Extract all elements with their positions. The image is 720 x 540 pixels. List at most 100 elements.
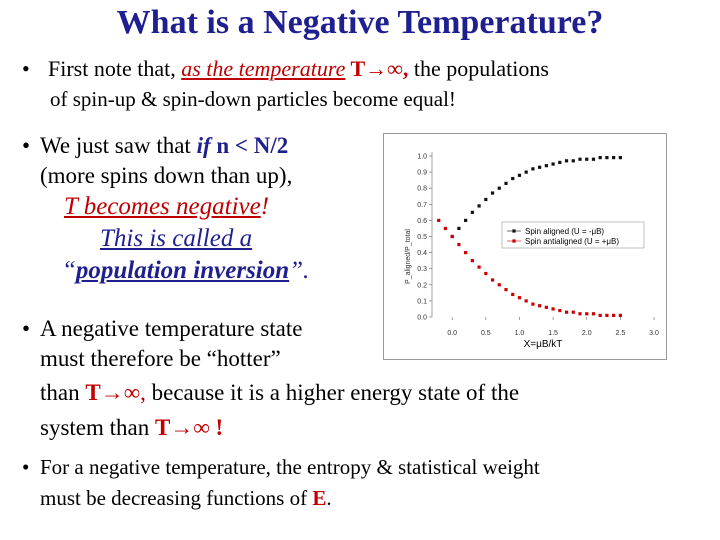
y-tick-label: 0.9 <box>417 170 427 177</box>
legend-entry: Spin aligned (U = -μB) <box>525 227 604 236</box>
y-tick-label: 0.4 <box>417 250 427 257</box>
antialigned-point <box>605 313 609 317</box>
antialigned-point <box>531 302 535 306</box>
aligned-point <box>511 176 515 181</box>
bullet-1: • First note that, as the temperature T→… <box>22 54 712 114</box>
antialigned-point <box>504 288 508 292</box>
infinity-symbol: ∞, <box>123 380 146 405</box>
bullet-dot: • <box>22 455 30 479</box>
bullet-2-called: This is called a <box>100 225 253 252</box>
x-tick-label: 1.0 <box>515 330 525 337</box>
aligned-point <box>618 156 622 160</box>
x-tick-label: 2.0 <box>582 330 592 337</box>
population-chart: 0.0 0.1 0.2 0.3 0.4 0.5 0.6 0.7 0.8 0.9 1.0 0.0 0.5 1… <box>383 133 667 360</box>
bullet-3-line-1: A negative temperature state <box>40 316 303 341</box>
arrow-symbol: → <box>170 415 194 440</box>
slide-title: What is a Negative Temperature? <box>116 4 604 41</box>
aligned-point <box>612 156 616 160</box>
y-tick-label: 0.6 <box>417 218 427 225</box>
x-tick-label: 0.5 <box>481 330 491 337</box>
bullet-dot: • <box>22 56 30 81</box>
antialigned-point <box>517 296 522 300</box>
antialigned-point <box>511 292 515 297</box>
aligned-point <box>544 164 548 168</box>
bullet-2-lead: We just saw that <box>40 133 197 158</box>
antialigned-point <box>443 226 448 231</box>
bullet-1-rest: the populations <box>408 56 549 81</box>
aligned-point <box>490 191 495 195</box>
aligned-point <box>578 157 582 161</box>
antialigned-point <box>564 310 569 314</box>
antialigned-point <box>618 313 622 317</box>
legend-entry: Spin antialigned (U = +μB) <box>525 237 619 246</box>
antialigned-point <box>571 310 575 314</box>
y-axis-label: P_aligned/P_total <box>405 229 412 284</box>
bullet-2-if: if <box>196 133 211 158</box>
bullet-1-prefix: First note that, <box>48 56 182 81</box>
bullet-2: • We just saw that if n < N/2 (more spin… <box>22 131 382 287</box>
aligned-point <box>504 181 508 185</box>
y-tick-label: 0.7 <box>417 202 427 209</box>
bullet-4-E: E <box>312 486 327 510</box>
chart-svg: 0.0 0.1 0.2 0.3 0.4 0.5 0.6 0.7 0.8 0.9 1.0 0.0 0.5 1… <box>405 152 659 350</box>
antialigned-point <box>477 265 481 269</box>
bullet-1-emphasis: as the temperature <box>181 56 346 81</box>
bullet-3-T: T <box>85 380 101 405</box>
bullet-2-quote-open: “ <box>62 257 76 284</box>
bullet-3-than: than <box>40 380 86 405</box>
bullet-3-line-2: must therefore be “hotter” <box>40 346 281 371</box>
aligned-point <box>551 162 555 166</box>
x-axis-label: X=μB/kT <box>524 339 563 350</box>
bullet-4: • For a negative temperature, the entrop… <box>22 452 712 514</box>
antialigned-point <box>464 251 468 255</box>
y-tick-label: 0.5 <box>417 234 427 241</box>
legend-box <box>501 221 645 249</box>
aligned-point <box>470 210 474 214</box>
aligned-point <box>605 156 609 160</box>
bullet-2-condition: n < N/2 <box>210 133 289 158</box>
aligned-point <box>464 218 468 222</box>
aligned-point <box>564 159 569 163</box>
antialigned-point <box>558 308 562 313</box>
aligned-point <box>484 197 488 202</box>
bullet-2-line-2: (more spins down than up), <box>40 163 293 188</box>
infinity-symbol: ∞ ! <box>193 415 224 440</box>
bullet-3-rest: because it is a higher energy state of t… <box>145 380 520 405</box>
arrow-symbol: → <box>100 380 124 405</box>
antialigned-point <box>551 307 555 311</box>
aligned-point <box>598 156 602 160</box>
antialigned-point <box>457 242 461 247</box>
antialigned-point <box>538 304 542 308</box>
bullet-2-negative-T: T becomes negative <box>64 193 261 220</box>
antialigned-point <box>585 312 589 316</box>
arrow-symbol: → <box>365 56 388 81</box>
bullet-1-line-2: of spin-up & spin-down particles become … <box>50 87 456 111</box>
antialigned-point <box>591 312 596 316</box>
aligned-point <box>538 165 542 169</box>
x-tick-label: 0.0 <box>447 330 457 337</box>
antialigned-point <box>612 313 616 317</box>
aligned-point <box>517 173 522 177</box>
aligned-point <box>524 170 528 174</box>
aligned-point <box>571 159 575 163</box>
antialigned-point <box>490 278 495 282</box>
y-tick-label: 0.2 <box>417 282 427 289</box>
antialigned-point <box>470 259 474 263</box>
legend-swatch <box>512 239 516 243</box>
x-tick-label: 2.5 <box>615 330 625 337</box>
bullet-4-line-1: For a negative temperature, the entropy … <box>40 455 540 479</box>
antialigned-point <box>524 299 528 303</box>
bullet-3-T2: T <box>155 415 171 440</box>
y-tick-label: 0.0 <box>417 315 427 322</box>
bullet-2-population-inversion: population inversion <box>75 257 290 284</box>
antialigned-point <box>544 305 548 309</box>
aligned-point <box>591 157 596 161</box>
bullet-4-period: . <box>326 486 332 510</box>
antialigned-point <box>578 312 582 316</box>
antialigned-point <box>484 271 488 276</box>
aligned-point <box>497 186 501 190</box>
aligned-point <box>531 167 535 171</box>
y-tick-label: 0.1 <box>417 298 427 305</box>
infinity-symbol: ∞, <box>387 56 409 81</box>
x-tick-label: 3.0 <box>649 330 659 337</box>
